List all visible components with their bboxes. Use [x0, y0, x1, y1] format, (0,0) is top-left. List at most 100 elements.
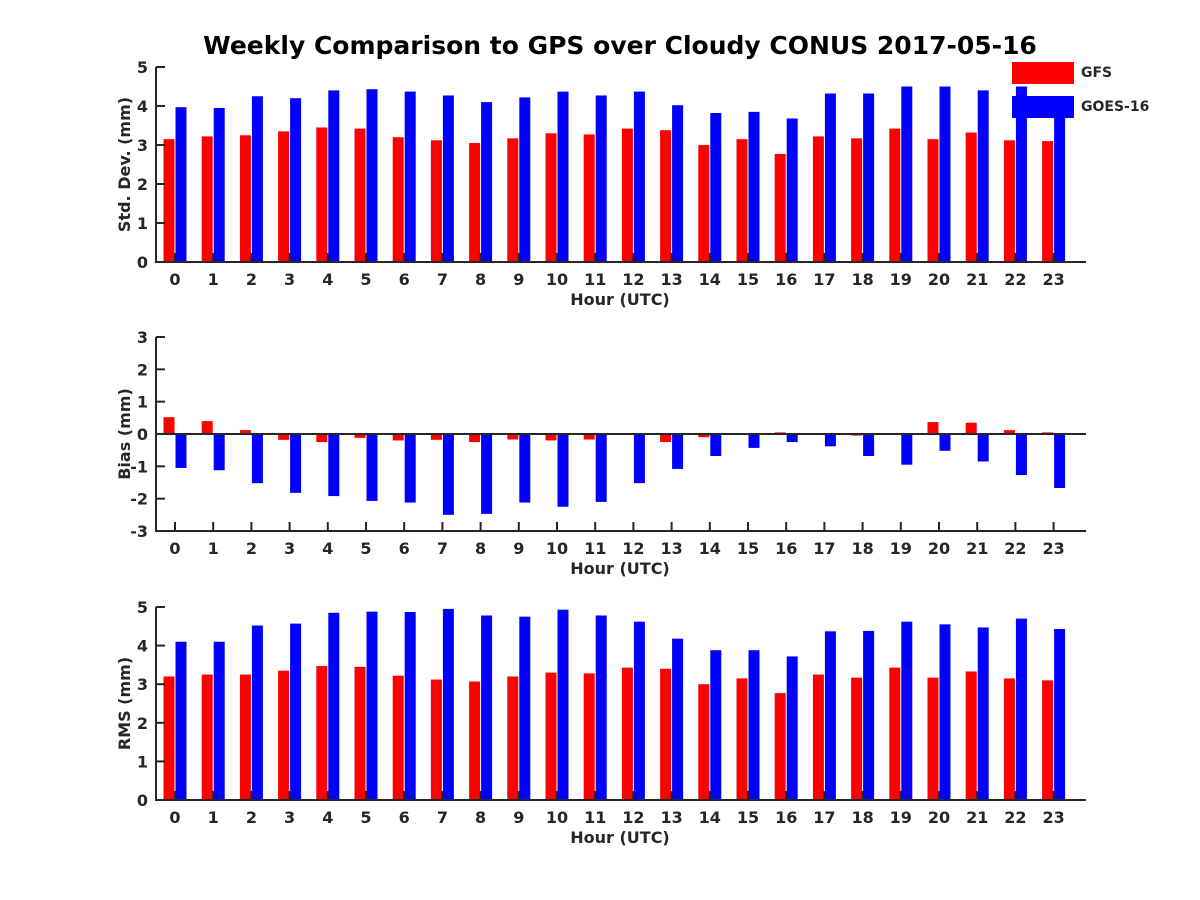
legend-item-gfs: GFS	[1012, 62, 1162, 84]
x-tick-label: 16	[775, 270, 797, 289]
x-tick-label: 11	[584, 539, 606, 558]
bar-goes16-hour-13	[672, 434, 684, 469]
bar-goes16-hour-5	[366, 89, 378, 262]
x-tick-label: 22	[1004, 808, 1026, 827]
bar-goes16-hour-14	[710, 650, 722, 800]
x-tick-label: 12	[622, 270, 644, 289]
bar-goes16-hour-0	[175, 641, 187, 800]
y-tick-label: 0	[137, 253, 148, 272]
x-tick-label: 20	[928, 270, 950, 289]
bar-goes16-hour-15	[748, 434, 760, 448]
bar-goes16-hour-13	[672, 105, 684, 262]
bar-gfs-hour-13	[660, 668, 672, 800]
bar-gfs-hour-7	[430, 140, 442, 262]
y-tick-label: 5	[137, 58, 148, 77]
x-tick-label: 7	[437, 808, 448, 827]
bar-goes16-hour-20	[939, 86, 951, 262]
x-tick-label: 10	[546, 270, 568, 289]
x-tick-label: 7	[437, 539, 448, 558]
bar-goes16-hour-2	[251, 625, 263, 800]
bar-goes16-hour-2	[251, 434, 263, 484]
bar-goes16-hour-13	[672, 638, 684, 800]
bar-gfs-hour-10	[545, 133, 557, 262]
bar-goes16-hour-14	[710, 113, 722, 263]
legend-item-goes16: GOES-16	[1012, 96, 1162, 118]
y-tick-label: 3	[137, 328, 148, 347]
bar-goes16-hour-21	[977, 90, 989, 263]
bar-goes16-hour-3	[290, 98, 302, 262]
legend-swatch-goes16	[1012, 96, 1074, 118]
bar-gfs-hour-17	[812, 674, 824, 800]
x-tick-label: 5	[360, 808, 371, 827]
x-tick-label: 18	[851, 808, 873, 827]
bar-goes16-hour-11	[595, 615, 607, 800]
bar-gfs-hour-23	[1042, 680, 1054, 800]
x-axis-label: Hour (UTC)	[570, 290, 670, 309]
x-tick-label: 2	[246, 808, 257, 827]
x-tick-label: 1	[208, 270, 219, 289]
y-tick-label: 5	[137, 598, 148, 617]
bar-goes16-hour-6	[404, 91, 416, 262]
bar-goes16-hour-3	[290, 623, 302, 800]
x-tick-label: 15	[737, 808, 759, 827]
bar-goes16-hour-22	[1015, 434, 1027, 476]
bar-goes16-hour-23	[1054, 629, 1066, 800]
bar-goes16-hour-7	[442, 434, 454, 515]
bar-goes16-hour-1	[213, 434, 225, 471]
bar-gfs-hour-17	[812, 136, 824, 262]
x-tick-label: 20	[928, 539, 950, 558]
legend-label-gfs: GFS	[1081, 65, 1113, 81]
bar-goes16-hour-9	[519, 616, 531, 800]
bar-gfs-hour-18	[851, 138, 863, 262]
bar-gfs-hour-4	[316, 127, 328, 262]
bar-gfs-hour-5	[354, 128, 366, 262]
x-tick-label: 11	[584, 270, 606, 289]
bar-gfs-hour-14	[698, 434, 710, 438]
bar-gfs-hour-0	[163, 417, 175, 434]
bar-goes16-hour-17	[824, 631, 836, 800]
y-tick-label: 4	[137, 97, 148, 116]
bar-gfs-hour-14	[698, 145, 710, 262]
bar-gfs-hour-8	[469, 143, 481, 262]
bar-goes16-hour-9	[519, 97, 531, 262]
bar-goes16-hour-19	[901, 621, 913, 800]
x-tick-label: 4	[322, 539, 333, 558]
x-tick-label: 6	[399, 539, 410, 558]
x-tick-label: 19	[890, 808, 912, 827]
y-tick-label: 4	[137, 637, 148, 656]
bar-goes16-hour-0	[175, 107, 187, 262]
bar-goes16-hour-1	[213, 107, 225, 262]
bar-gfs-hour-21	[965, 671, 977, 800]
bar-gfs-hour-12	[621, 128, 633, 262]
bar-gfs-hour-13	[660, 130, 672, 262]
x-tick-label: 11	[584, 808, 606, 827]
y-tick-label: 1	[137, 393, 148, 412]
x-tick-label: 9	[513, 539, 524, 558]
bar-gfs-hour-15	[736, 678, 748, 800]
x-tick-label: 8	[475, 270, 486, 289]
x-tick-label: 22	[1004, 270, 1026, 289]
bar-goes16-hour-4	[328, 434, 340, 497]
x-tick-label: 18	[851, 270, 873, 289]
y-axis-label: RMS (mm)	[115, 657, 134, 750]
bar-gfs-hour-22	[1003, 430, 1015, 434]
x-tick-label: 4	[322, 270, 333, 289]
bar-goes16-hour-10	[557, 434, 569, 507]
bar-gfs-hour-9	[507, 676, 519, 800]
y-tick-label: 1	[137, 752, 148, 771]
bar-gfs-hour-19	[889, 667, 901, 800]
legend-swatch-gfs	[1012, 62, 1074, 84]
bar-gfs-hour-6	[392, 675, 404, 800]
x-tick-label: 17	[813, 270, 835, 289]
x-tick-label: 4	[322, 808, 333, 827]
x-tick-label: 10	[546, 808, 568, 827]
bar-gfs-hour-0	[163, 139, 175, 262]
bar-goes16-hour-19	[901, 86, 913, 262]
bar-gfs-hour-0	[163, 676, 175, 800]
bar-goes16-hour-20	[939, 434, 951, 451]
bar-gfs-hour-20	[927, 677, 939, 800]
bar-gfs-hour-5	[354, 666, 366, 800]
